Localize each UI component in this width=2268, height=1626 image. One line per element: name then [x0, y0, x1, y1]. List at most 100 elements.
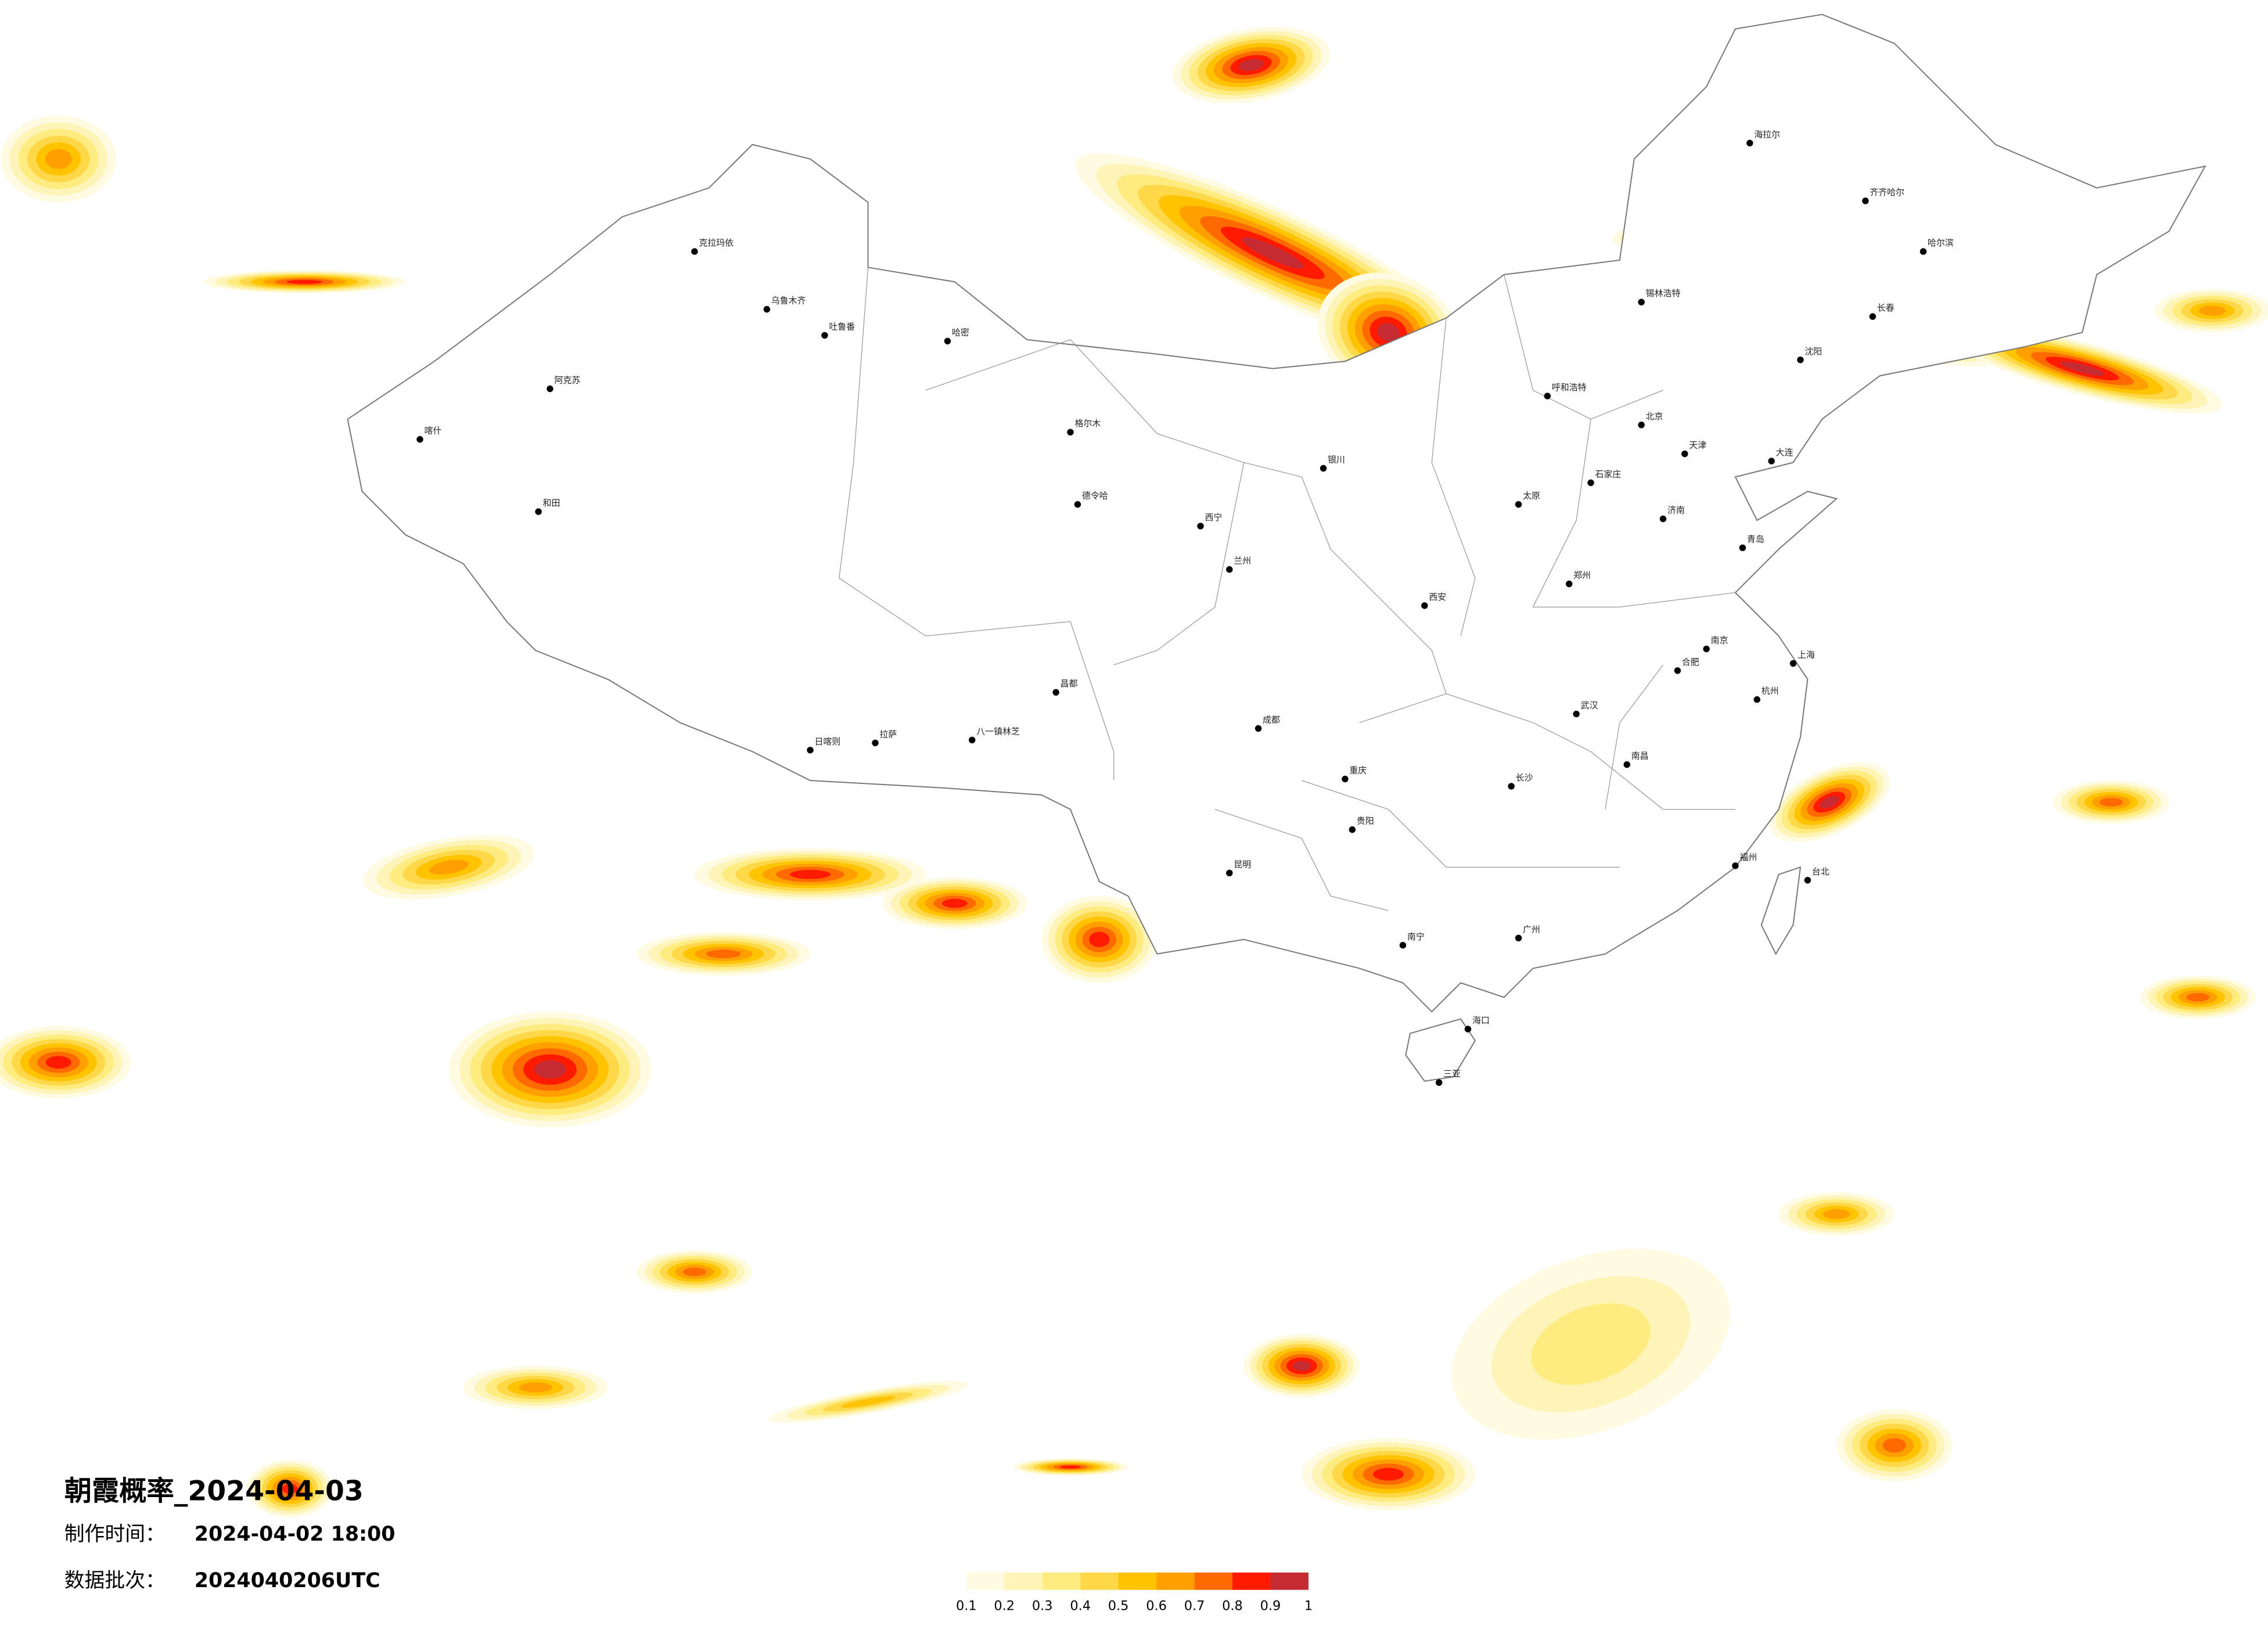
- probability-blob: [1292, 1361, 1311, 1371]
- city-dot: [1768, 458, 1775, 465]
- city-dot: [1587, 479, 1594, 487]
- probability-blob: [2060, 361, 2105, 376]
- probability-blob: [1882, 1438, 1906, 1453]
- city-label: 三亚: [1443, 1069, 1461, 1079]
- city-label: 格尔木: [1074, 418, 1101, 429]
- probability-blob: [2186, 992, 2210, 1002]
- city-dot: [1920, 248, 1927, 255]
- probability-blob: [1531, 1303, 1651, 1386]
- city-label: 大连: [1776, 447, 1793, 458]
- city-dot: [872, 739, 879, 747]
- legend-tick-label: 0.5: [1108, 1599, 1129, 1614]
- city-dot: [1703, 645, 1710, 653]
- probability-blob: [1373, 1467, 1404, 1481]
- city-dot: [1565, 580, 1573, 588]
- city-dot: [1797, 357, 1804, 364]
- city-dot: [416, 436, 423, 443]
- city-label: 天津: [1689, 440, 1706, 451]
- city-dot: [1804, 877, 1811, 884]
- city-dot: [1623, 761, 1630, 768]
- city-label: 长春: [1877, 303, 1895, 313]
- city-label: 长沙: [1516, 772, 1533, 783]
- city-dot: [1638, 422, 1645, 429]
- probability-blob: [286, 279, 322, 284]
- city-dot: [1674, 667, 1681, 674]
- legend-tick-label: 0.6: [1146, 1599, 1167, 1614]
- city-dot: [807, 747, 814, 754]
- production-time-label: 制作时间：: [64, 1523, 166, 1546]
- city-label: 石家庄: [1595, 469, 1621, 479]
- city-dot: [1421, 602, 1428, 609]
- hainan: [1405, 1018, 1476, 1082]
- city-label: 昌都: [1061, 678, 1078, 689]
- probability-blob: [519, 1382, 552, 1393]
- map-title: 朝霞概率_2024-04-03: [64, 1475, 364, 1507]
- city-dot: [1508, 783, 1515, 790]
- probability-blob: [1060, 1465, 1081, 1469]
- city-dot: [1869, 313, 1877, 320]
- city-label: 兰州: [1234, 556, 1251, 566]
- city-label: 武汉: [1581, 700, 1598, 711]
- city-dot: [1255, 725, 1262, 732]
- city-label: 阿克苏: [554, 375, 580, 386]
- city-dot: [1732, 862, 1739, 869]
- legend: 0.1 0.2 0.3 0.4 0.5 0.6 0.7 0.8 0.9 1: [956, 1572, 1313, 1614]
- legend-swatch: [1004, 1572, 1043, 1590]
- legend-swatch: [1042, 1572, 1081, 1590]
- legend-tick-label: 0.1: [956, 1599, 977, 1614]
- city-label: 呼和浩特: [1552, 382, 1587, 393]
- city-dot: [691, 248, 698, 255]
- city-label: 日喀则: [814, 736, 840, 747]
- city-label: 西宁: [1205, 512, 1222, 523]
- city-dot: [1681, 450, 1688, 458]
- taiwan: [1760, 866, 1802, 955]
- city-dot: [1746, 139, 1753, 147]
- city-dot: [1515, 501, 1522, 508]
- city-dot: [1435, 1079, 1443, 1086]
- probability-blob: [1238, 59, 1264, 71]
- city-label: 合肥: [1682, 657, 1699, 667]
- city-dot: [1052, 689, 1059, 696]
- province-borders: [839, 267, 1735, 911]
- city-dot: [1197, 523, 1204, 530]
- city-dot: [944, 337, 951, 345]
- country-outline: [347, 13, 2206, 1013]
- probability-blob: [2199, 305, 2226, 316]
- legend-tick-label: 0.3: [1032, 1599, 1053, 1614]
- city-label: 乌鲁木齐: [771, 296, 806, 306]
- city-label: 重庆: [1349, 765, 1367, 776]
- city-label: 北京: [1646, 411, 1663, 422]
- city-label: 拉萨: [879, 729, 897, 739]
- legend-tick-label: 0.7: [1184, 1599, 1205, 1614]
- probability-blob: [534, 1060, 566, 1079]
- city-label: 哈尔滨: [1928, 238, 1954, 248]
- city-dot: [1464, 1026, 1472, 1033]
- city-dot: [1342, 775, 1349, 783]
- legend-tick-label: 0.9: [1260, 1599, 1281, 1614]
- city-label: 海拉尔: [1754, 129, 1780, 139]
- probability-blob: [429, 859, 469, 875]
- legend-swatch: [1270, 1572, 1309, 1590]
- city-dot: [1399, 942, 1407, 949]
- city-label: 广州: [1523, 924, 1540, 934]
- city-label: 哈密: [952, 327, 969, 337]
- city-dot: [535, 508, 542, 515]
- city-label: 上海: [1798, 649, 1815, 660]
- city-label: 杭州: [1762, 686, 1779, 696]
- legend-swatch: [1194, 1572, 1232, 1590]
- probability-blob: [1823, 1209, 1850, 1220]
- probability-blob: [840, 1396, 896, 1408]
- city-label: 克拉玛依: [699, 238, 734, 248]
- city-dot: [1074, 501, 1081, 508]
- probability-blob: [789, 869, 831, 879]
- legend-tick-label: 0.2: [994, 1599, 1015, 1614]
- city-label: 西安: [1429, 592, 1446, 602]
- city-label: 德令哈: [1082, 491, 1108, 501]
- city-label: 和田: [543, 498, 560, 508]
- city-label: 吐鲁番: [829, 321, 855, 332]
- legend-swatch: [1080, 1572, 1119, 1590]
- city-label: 沈阳: [1805, 346, 1822, 357]
- probability-blob: [1377, 323, 1400, 342]
